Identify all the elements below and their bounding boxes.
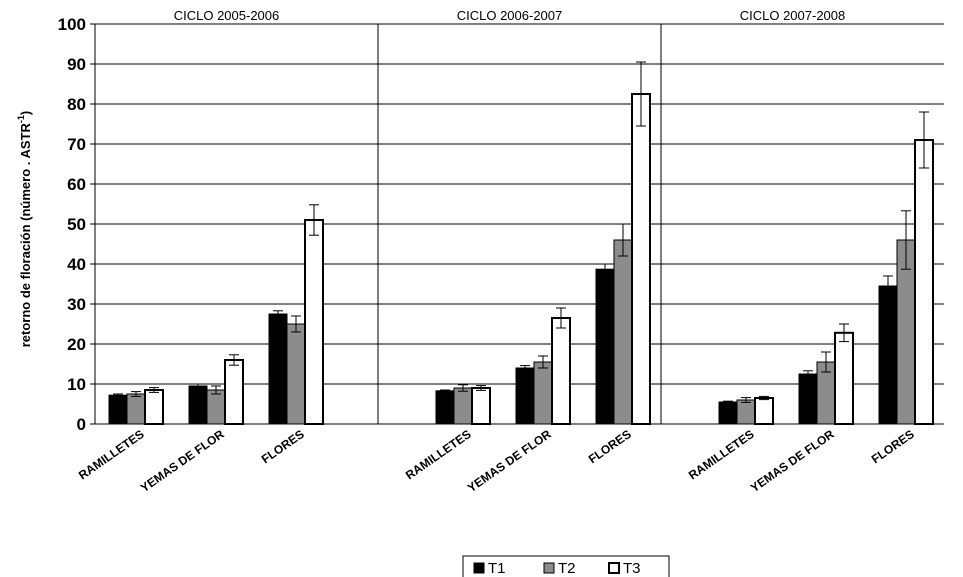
legend-swatch-t3 bbox=[608, 562, 620, 574]
bar bbox=[108, 394, 128, 425]
y-tick-label: 60 bbox=[67, 175, 86, 194]
bar bbox=[286, 323, 306, 425]
x-category-label: YEMAS DE FLOR bbox=[138, 427, 227, 495]
panel-titles: CICLO 2005-2006 CICLO 2006-2007 CICLO 2007… bbox=[174, 8, 846, 23]
y-axis-label-end: ) bbox=[18, 111, 33, 115]
bar bbox=[914, 139, 934, 425]
x-category-label: YEMAS DE FLOR bbox=[465, 427, 554, 495]
y-tick-label: 70 bbox=[67, 135, 86, 154]
y-axis-label-superscript: -1 bbox=[16, 115, 26, 123]
y-tick-label: 40 bbox=[67, 255, 86, 274]
x-category-label: FLORES bbox=[869, 427, 917, 466]
bar bbox=[595, 268, 615, 425]
bar bbox=[736, 399, 756, 425]
y-tick-label: 90 bbox=[67, 55, 86, 74]
bar bbox=[533, 361, 553, 425]
legend-label-t3: T3 bbox=[623, 560, 641, 577]
x-category-label: RAMILLETES bbox=[76, 427, 147, 482]
bar bbox=[268, 313, 288, 425]
x-category-label: FLORES bbox=[586, 427, 634, 466]
y-tick-label: 10 bbox=[67, 375, 86, 394]
y-tick-label: 0 bbox=[77, 415, 86, 434]
panel-title: CICLO 2006-2007 bbox=[457, 8, 563, 23]
bar bbox=[515, 367, 535, 425]
x-category-label: YEMAS DE FLOR bbox=[748, 427, 837, 495]
x-category-label: RAMILLETES bbox=[686, 427, 757, 482]
bar bbox=[754, 397, 774, 425]
gridlines bbox=[90, 23, 944, 425]
bar bbox=[834, 331, 854, 425]
y-axis-label: retorno de floración (número . ASTR-1) bbox=[16, 111, 33, 348]
bar bbox=[144, 389, 164, 425]
bar bbox=[471, 387, 491, 425]
legend-label-t1: T1 bbox=[488, 560, 506, 577]
panel-title: CICLO 2005-2006 bbox=[174, 8, 280, 23]
y-tick-label: 100 bbox=[58, 15, 86, 34]
x-category-label: RAMILLETES bbox=[403, 427, 474, 482]
legend-swatch-t2 bbox=[543, 562, 555, 574]
x-category-label: FLORES bbox=[259, 427, 307, 466]
bar bbox=[631, 93, 651, 425]
bar bbox=[798, 373, 818, 425]
legend: T1 T2 T3 bbox=[462, 555, 670, 577]
legend-swatch-t1 bbox=[473, 562, 485, 574]
bars-layer bbox=[108, 61, 934, 425]
y-tick-label: 50 bbox=[67, 215, 86, 234]
bar bbox=[435, 390, 455, 425]
y-tick-label: 20 bbox=[67, 335, 86, 354]
y-tick-label: 30 bbox=[67, 295, 86, 314]
axes-layer bbox=[94, 24, 944, 425]
bar bbox=[188, 385, 208, 425]
y-axis-label-main: retorno de floración (número . ASTR bbox=[18, 123, 33, 348]
y-tick-label: 80 bbox=[67, 95, 86, 114]
bar bbox=[304, 219, 324, 425]
y-tick-labels: 0 10 20 30 40 50 60 70 80 90 100 bbox=[58, 15, 86, 434]
bar bbox=[878, 285, 898, 425]
bar bbox=[551, 317, 571, 425]
bar bbox=[718, 401, 738, 425]
bar bbox=[613, 239, 633, 425]
panel-title: CICLO 2007-2008 bbox=[740, 8, 846, 23]
bar bbox=[126, 393, 146, 425]
bar bbox=[453, 387, 473, 425]
bar bbox=[206, 389, 226, 425]
bar bbox=[224, 359, 244, 425]
legend-label-t2: T2 bbox=[558, 560, 576, 577]
